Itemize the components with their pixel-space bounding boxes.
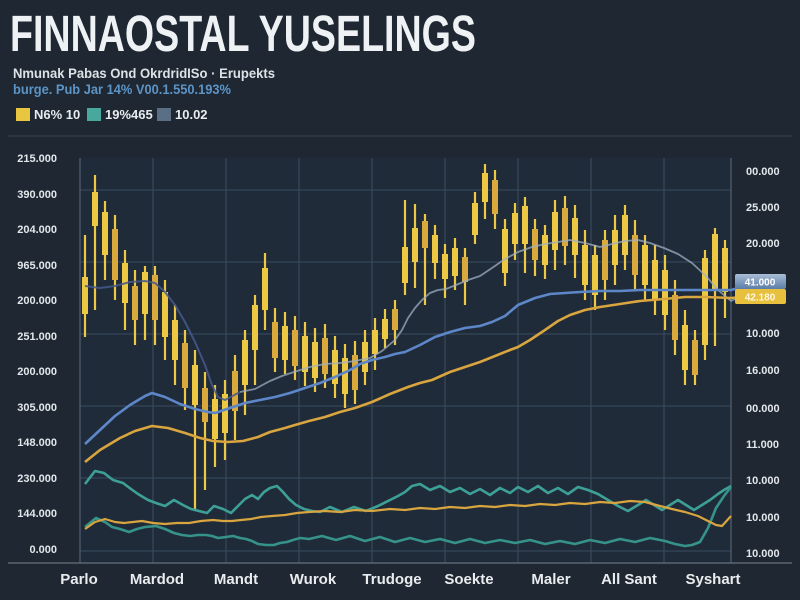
- svg-text:burge. Pub Jar 14% V00.1.550.1: burge. Pub Jar 14% V00.1.550.193%: [13, 81, 231, 97]
- svg-text:10.000: 10.000: [746, 548, 780, 560]
- svg-text:200.000: 200.000: [17, 366, 57, 378]
- svg-text:FINNAOSTAL YUSELINGS: FINNAOSTAL YUSELINGS: [10, 5, 476, 62]
- svg-text:230.000: 230.000: [17, 473, 57, 485]
- svg-text:Wurok: Wurok: [290, 571, 337, 588]
- svg-text:00.000: 00.000: [746, 403, 780, 415]
- svg-text:10.000: 10.000: [746, 475, 780, 487]
- svg-text:10.02: 10.02: [175, 107, 208, 122]
- svg-text:Mardod: Mardod: [130, 571, 184, 588]
- svg-text:Mandt: Mandt: [214, 571, 258, 588]
- svg-text:42.180: 42.180: [745, 293, 776, 304]
- svg-text:Trudoge: Trudoge: [362, 571, 421, 588]
- svg-text:11.000: 11.000: [746, 439, 779, 451]
- svg-text:41.000: 41.000: [745, 278, 776, 289]
- svg-text:19%465: 19%465: [105, 107, 153, 122]
- svg-text:965.000: 965.000: [17, 260, 57, 272]
- svg-text:144.000: 144.000: [17, 508, 57, 520]
- svg-text:20.000: 20.000: [746, 238, 780, 250]
- svg-text:0.000: 0.000: [29, 544, 57, 556]
- svg-text:251.000: 251.000: [17, 331, 57, 343]
- svg-text:Nmunak Pabas Ond OkrdridISo ·: Nmunak Pabas Ond OkrdridISo · Erupekts: [13, 65, 275, 81]
- svg-text:Maler: Maler: [531, 571, 570, 588]
- svg-text:204.000: 204.000: [17, 224, 57, 236]
- svg-text:Syshart: Syshart: [685, 571, 740, 588]
- svg-text:10.000: 10.000: [746, 512, 780, 524]
- svg-text:25.000: 25.000: [746, 202, 780, 214]
- svg-text:305.000: 305.000: [17, 402, 57, 414]
- svg-text:148.000: 148.000: [17, 437, 57, 449]
- svg-text:10.000: 10.000: [746, 328, 780, 340]
- svg-text:00.000: 00.000: [746, 166, 780, 178]
- svg-text:390.000: 390.000: [17, 189, 57, 201]
- svg-text:200.000: 200.000: [17, 295, 57, 307]
- svg-text:Soekte: Soekte: [444, 571, 493, 588]
- svg-text:Parlo: Parlo: [60, 571, 98, 588]
- svg-text:All Sant: All Sant: [601, 571, 657, 588]
- svg-text:16.000: 16.000: [746, 365, 780, 377]
- svg-text:N6% 10: N6% 10: [34, 107, 80, 122]
- svg-text:215.000: 215.000: [17, 153, 57, 165]
